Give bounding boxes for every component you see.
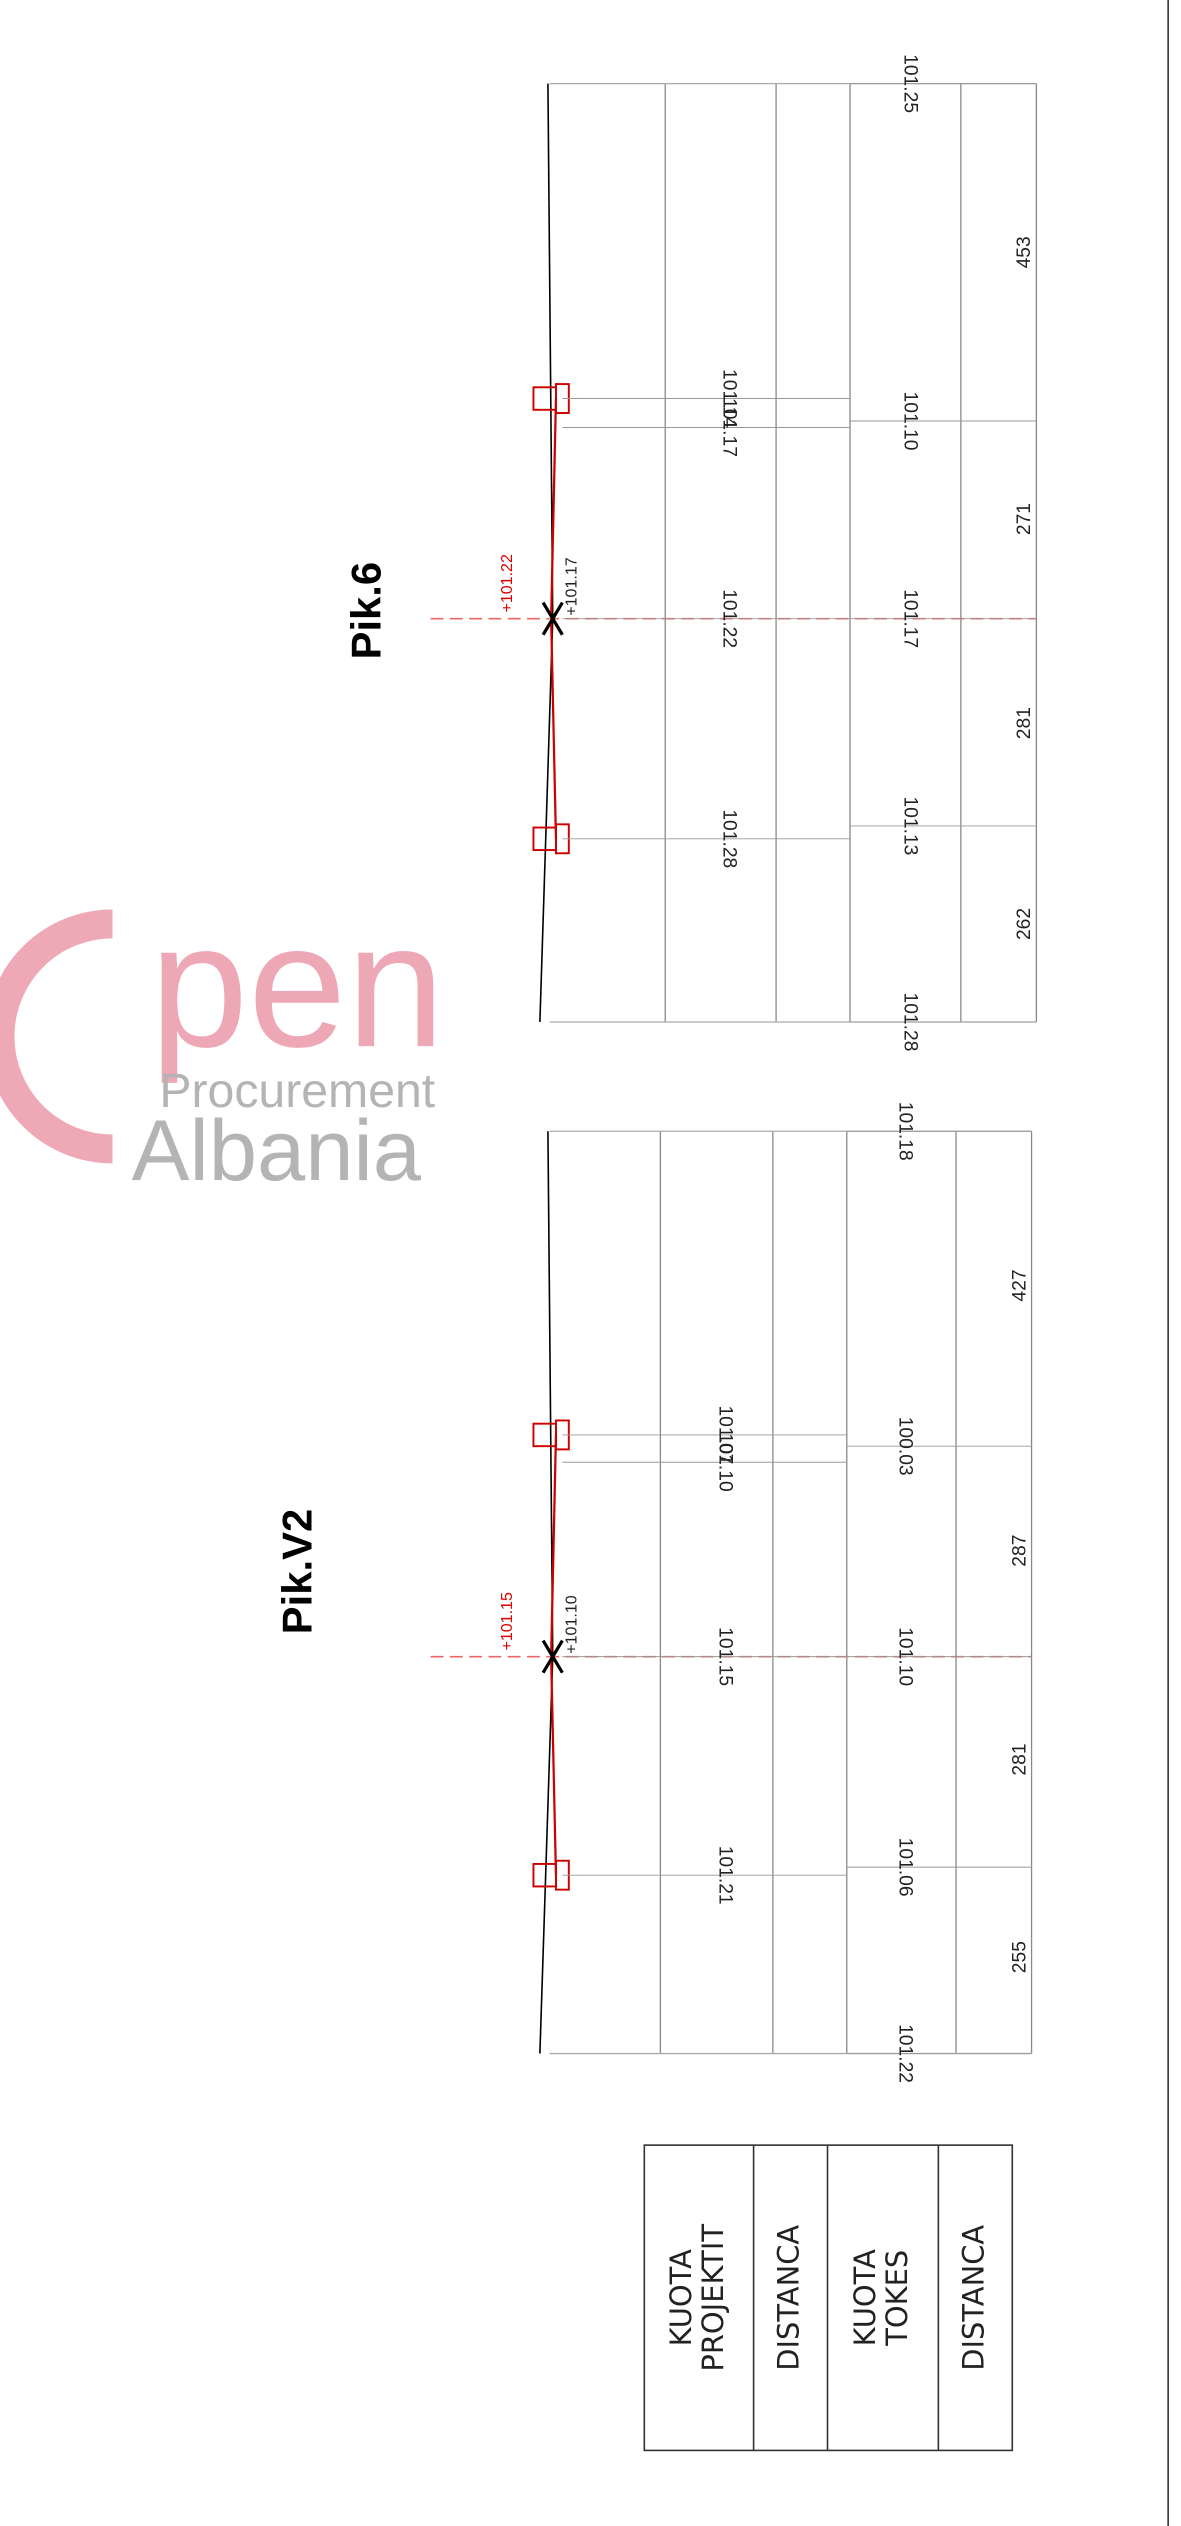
design-level: 101.07: [715, 1405, 736, 1464]
curb: [533, 1424, 555, 1446]
legend-label: DISTANCA: [956, 2225, 990, 2371]
distance: 453: [1014, 236, 1035, 268]
axis-ground-level: +101.17: [562, 557, 580, 616]
design-level: 101.28: [719, 809, 740, 868]
ground-level: 101.13: [899, 796, 920, 855]
axis-design-level: +101.22: [498, 554, 516, 613]
ground-level: 101.22: [895, 2024, 916, 2083]
distance: 262: [1014, 908, 1035, 940]
drawing: pen Procurement Albania KUOTAPROJEKTITDI…: [0, 0, 1181, 2526]
distance: 287: [1009, 1535, 1030, 1567]
axis-design-level: +101.15: [498, 1592, 516, 1651]
distance: 427: [1009, 1269, 1030, 1301]
ground-level: 101.17: [899, 589, 920, 648]
distance: 255: [1009, 1941, 1030, 1973]
ground-level: 101.10: [899, 392, 920, 451]
legend-label: TOKES: [880, 2250, 914, 2347]
ground-level: 101.18: [895, 1102, 916, 1161]
legend-label: DISTANCA: [772, 2225, 806, 2371]
section-title: Pik.6: [343, 562, 390, 660]
legend-label: PROJEKTIT: [696, 2224, 730, 2372]
axis-ground-level: +101.10: [562, 1595, 580, 1654]
watermark: pen Procurement Albania: [0, 887, 445, 1199]
ground-level: 100.03: [895, 1417, 916, 1476]
design-level: 101.15: [715, 1627, 736, 1686]
watermark-line: Albania: [132, 1102, 422, 1199]
section-title: Pik.V2: [274, 1509, 321, 1634]
ground-profile: [540, 84, 553, 1022]
legend-label: KUOTA: [848, 2249, 882, 2347]
ground-profile: [540, 1131, 553, 2053]
design-level: 101.22: [719, 589, 740, 648]
distance: 271: [1014, 503, 1035, 535]
legend-label: KUOTA: [664, 2249, 698, 2347]
ground-level: 101.06: [895, 1838, 916, 1897]
distance: 281: [1009, 1743, 1030, 1775]
ground-level: 101.25: [899, 54, 920, 113]
watermark-ring: [0, 924, 112, 1149]
design-level: 101.14: [719, 369, 740, 428]
ground-level: 101.10: [895, 1627, 916, 1686]
design-level: 101.21: [715, 1846, 736, 1905]
curb: [533, 387, 555, 409]
ground-level: 101.28: [899, 993, 920, 1052]
watermark-word: pen: [150, 887, 445, 1084]
distance: 281: [1014, 707, 1035, 739]
